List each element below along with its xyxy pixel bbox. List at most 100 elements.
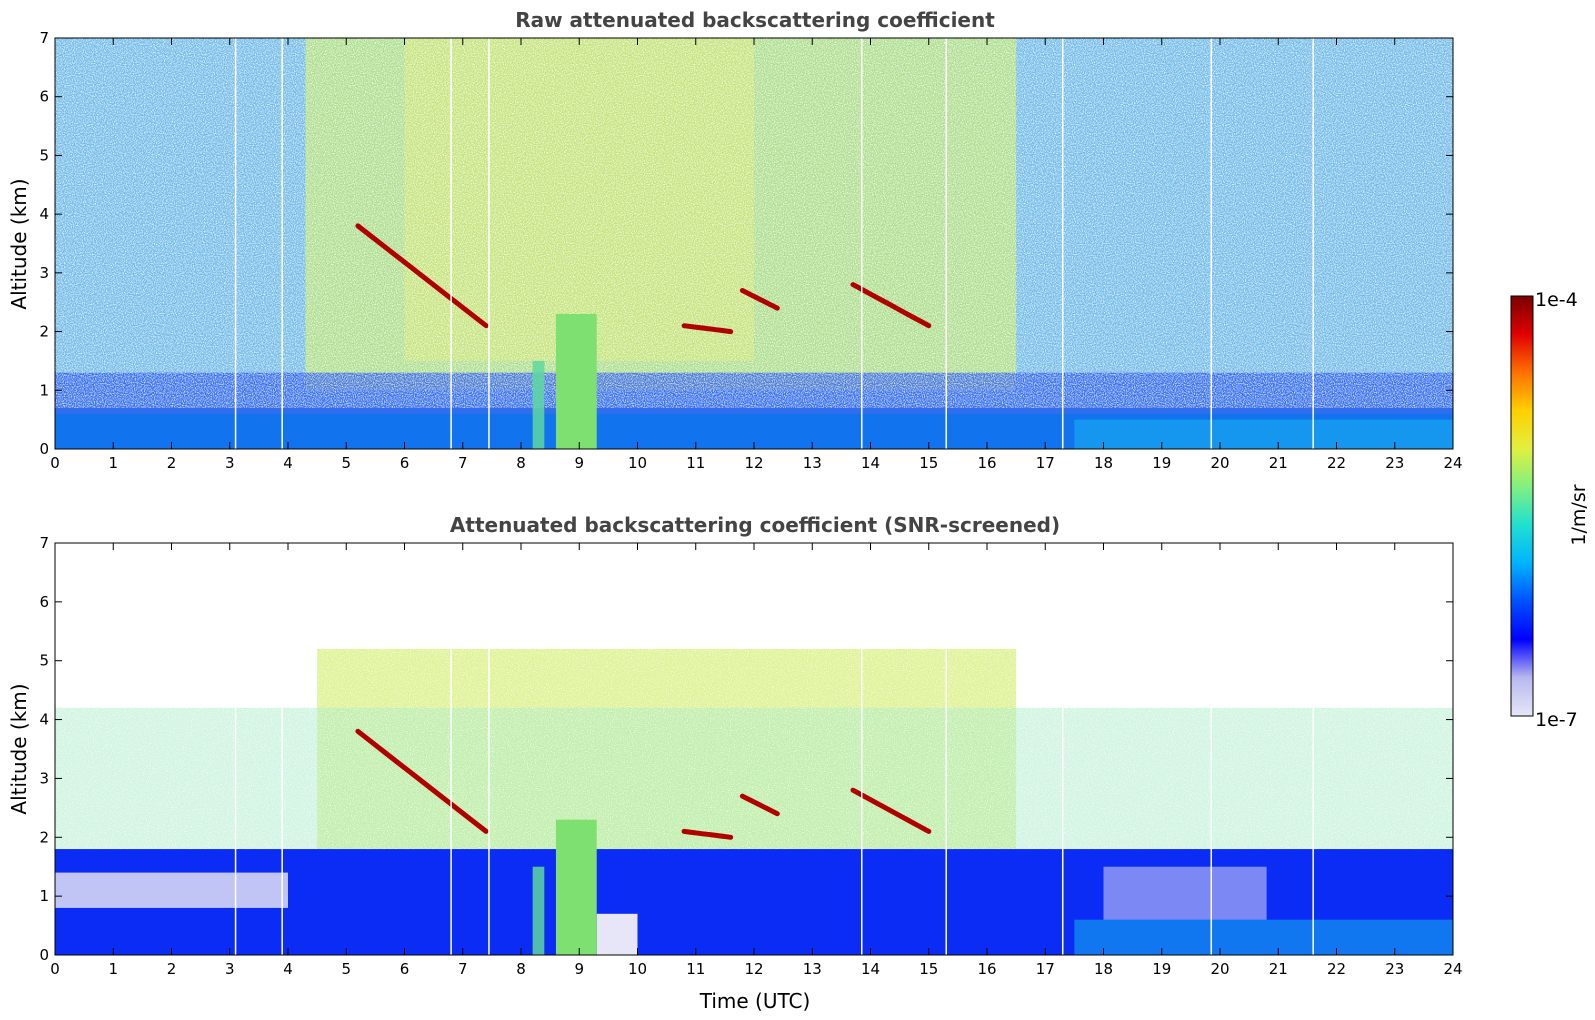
cloud-layer [355,223,489,329]
x-tick-label: 17 [1036,454,1055,472]
x-tick-label: 0 [50,960,60,978]
x-tick-label: 0 [50,454,60,472]
y-tick-label: 7 [39,29,49,47]
y-tick-label: 2 [39,828,49,846]
y-tick-label: 2 [39,323,49,341]
x-tick-label: 2 [167,454,177,472]
x-tick-label: 7 [458,960,468,978]
panel2-title: Attenuated backscattering coefficient (S… [450,513,1060,537]
panel2-plot [55,543,1453,955]
x-tick-label: 21 [1269,454,1288,472]
x-tick-label: 2 [167,960,177,978]
cloud-layer [681,828,734,840]
colorbar-max-label: 1e-4 [1535,289,1578,311]
x-tick-label: 11 [686,960,705,978]
x-tick-label: 5 [341,454,351,472]
precipitation-column [555,819,597,955]
x-tick-label: 6 [400,960,410,978]
x-tick-label: 13 [803,960,822,978]
panel1-title: Raw attenuated backscattering coefficien… [515,8,995,32]
y-tick-label: 3 [39,769,49,787]
x-tick-label: 15 [919,960,938,978]
y-tick-label: 1 [39,381,49,399]
speckle-overlay [55,543,1453,850]
y-tick-label: 5 [39,146,49,164]
y-tick-label: 7 [39,534,49,552]
cloud-layer [681,323,734,335]
x-tick-label: 22 [1327,454,1346,472]
panel2-ylabel: Altitude (km) [7,683,31,814]
x-tick-label: 12 [744,960,763,978]
xaxis-label: Time (UTC) [699,989,811,1013]
precipitation-column [555,313,597,449]
x-tick-label: 20 [1210,960,1229,978]
x-tick-label: 8 [516,960,526,978]
x-tick-label: 22 [1327,960,1346,978]
speckle-overlay [55,38,1453,408]
x-tick-label: 23 [1385,454,1404,472]
x-tick-label: 6 [400,454,410,472]
x-tick-label: 3 [225,960,235,978]
x-tick-label: 14 [861,960,880,978]
x-tick-label: 11 [686,454,705,472]
panel1-xaxis: 0 1 2 3 4 5 6 7 8 9 10 11 12 13 14 15 16 17 18 19 20 21 22 23 24 [50,38,1463,472]
y-tick-label: 4 [39,711,49,729]
colorbar [1510,295,1534,717]
x-tick-label: 5 [341,960,351,978]
x-tick-label: 18 [1094,960,1113,978]
x-tick-label: 24 [1443,960,1462,978]
precipitation-column-left [532,866,545,955]
x-tick-label: 10 [628,960,647,978]
x-tick-label: 19 [1152,454,1171,472]
x-tick-label: 19 [1152,960,1171,978]
x-tick-label: 17 [1036,960,1055,978]
x-tick-label: 15 [919,454,938,472]
screened-gap [55,872,288,908]
x-tick-label: 18 [1094,454,1113,472]
colorbar-gradient [1510,295,1534,717]
x-tick-label: 12 [744,454,763,472]
x-tick-label: 4 [283,454,293,472]
x-tick-label: 24 [1443,454,1462,472]
x-tick-label: 20 [1210,454,1229,472]
y-tick-label: 6 [39,88,49,106]
screened-bl-evening [1074,919,1453,955]
x-tick-label: 23 [1385,960,1404,978]
panel2-xaxis: 0 1 2 3 4 5 6 7 8 9 10 11 12 13 14 15 16 17 18 19 20 21 22 23 24 [50,543,1463,978]
boundary-layer-evening [1074,419,1453,449]
y-tick-label: 5 [39,652,49,670]
cloud-layer [739,793,780,817]
x-tick-label: 9 [574,960,584,978]
cloud-layer [739,288,780,311]
cloud-layer [850,282,932,329]
x-tick-label: 8 [516,454,526,472]
precipitation-column-left [532,360,545,449]
x-tick-label: 10 [628,454,647,472]
panel2-yaxis: 0 1 2 3 4 5 6 7 [39,534,1453,964]
x-tick-label: 7 [458,454,468,472]
colorbar-min-label: 1e-7 [1535,709,1578,731]
y-tick-label: 1 [39,887,49,905]
panel1-plot [55,38,1453,449]
x-tick-label: 21 [1269,960,1288,978]
y-tick-label: 0 [39,440,49,458]
x-tick-label: 9 [574,454,584,472]
x-tick-label: 16 [977,454,996,472]
cloud-layer [355,728,489,834]
x-tick-label: 16 [977,960,996,978]
panel1-ylabel: Altitude (km) [7,178,31,309]
y-tick-label: 4 [39,205,49,223]
x-tick-label: 13 [803,454,822,472]
y-tick-label: 6 [39,593,49,611]
x-tick-label: 1 [108,960,118,978]
x-tick-label: 3 [225,454,235,472]
x-tick-label: 1 [108,454,118,472]
y-tick-label: 0 [39,946,49,964]
cloud-layer [850,787,932,834]
screened-gap-evening [1103,866,1267,920]
colorbar-unit-label: 1/m/sr [1568,484,1590,545]
y-tick-label: 3 [39,264,49,282]
x-tick-label: 4 [283,960,293,978]
x-tick-label: 14 [861,454,880,472]
